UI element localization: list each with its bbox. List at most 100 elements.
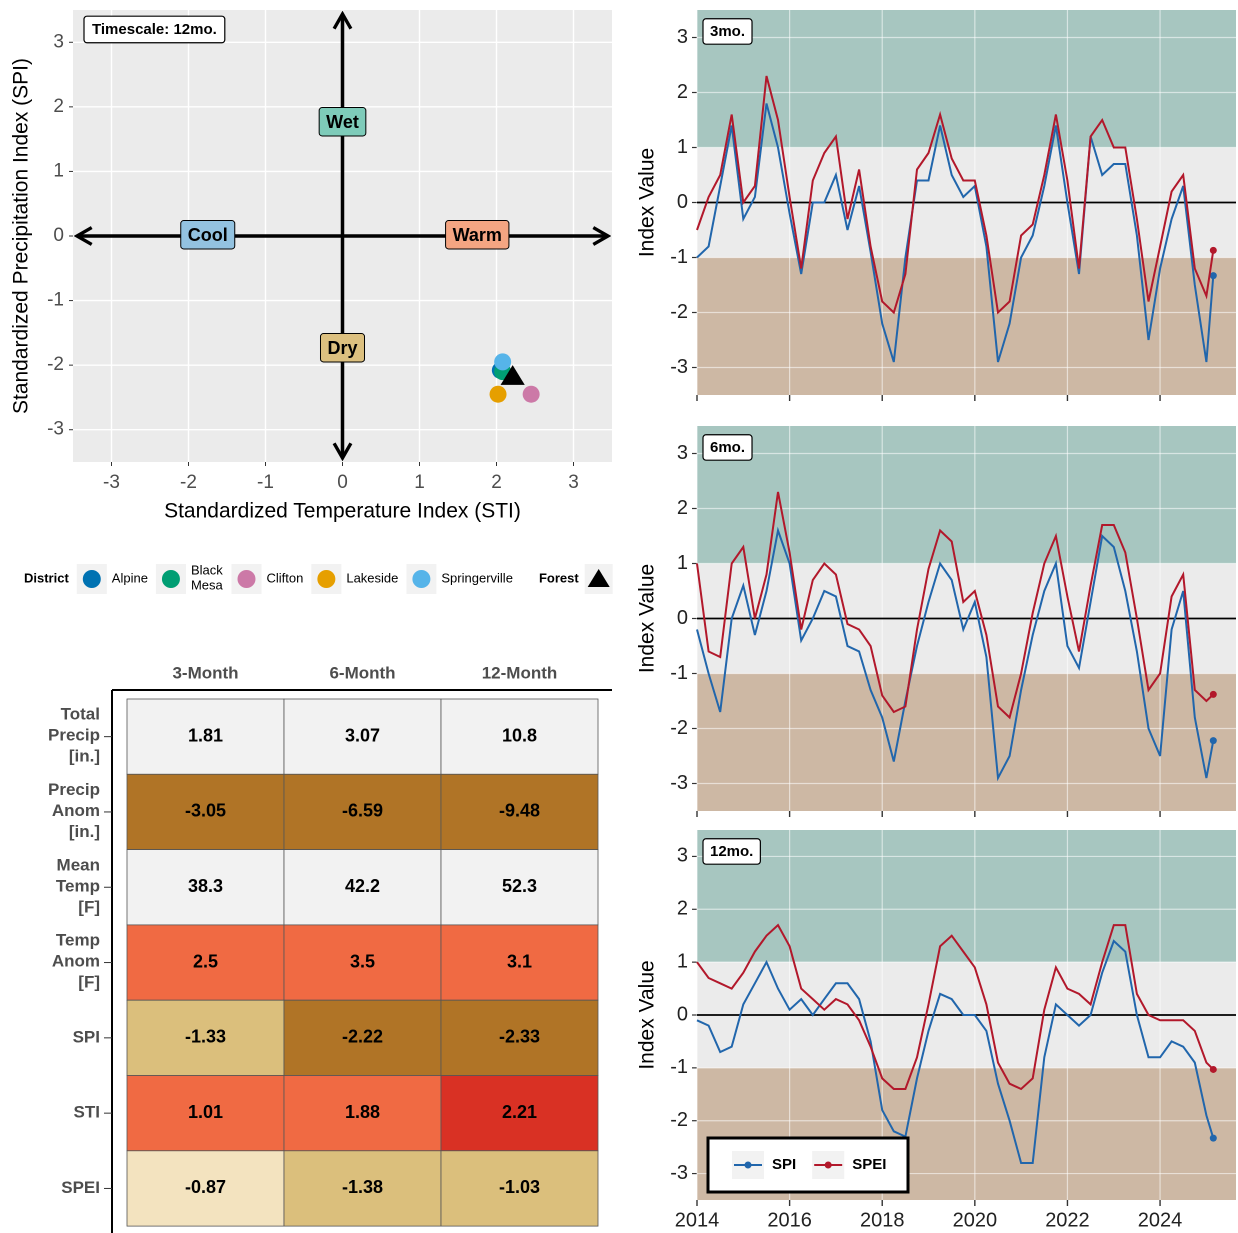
x-tick-label: 2022	[1045, 1209, 1090, 1231]
y-tick-label: -3	[670, 356, 688, 378]
legend-label: SPEI	[852, 1156, 886, 1173]
y-tick-label: -2	[670, 1109, 688, 1131]
band	[697, 673, 1236, 811]
quadrant-label: Cool	[188, 225, 228, 245]
cell-value: 2.21	[502, 1102, 537, 1122]
annotation-box	[83, 15, 226, 44]
table-cell	[283, 698, 442, 775]
table-cell	[283, 999, 442, 1076]
cell-value: 10.8	[502, 725, 537, 745]
y-tick-label: -1	[670, 246, 688, 268]
cell-value: -2.33	[499, 1027, 540, 1047]
y-tick-label: 0	[677, 607, 688, 629]
table-cell	[126, 1150, 285, 1227]
y-tick-label: -1	[47, 290, 64, 311]
y-tick-label: -2	[47, 354, 64, 375]
table-cell	[283, 849, 442, 926]
end-marker	[1209, 1065, 1217, 1073]
x-axis-title: Standardized Temperature Index (STI)	[164, 500, 521, 523]
series-line	[696, 75, 1215, 315]
y-tick-label: -3	[47, 419, 64, 440]
y-axis-title: Index Value	[636, 960, 659, 1069]
end-marker	[1209, 272, 1217, 280]
legend-swatch	[744, 1161, 752, 1169]
legend-swatch	[317, 570, 336, 588]
series-line	[696, 526, 1215, 782]
point	[522, 385, 540, 403]
row-label: STI	[74, 1103, 100, 1122]
table-cell	[126, 773, 285, 850]
y-tick-label: 0	[53, 225, 64, 246]
x-tick-label: 3	[568, 472, 579, 493]
legend-title: District	[24, 570, 69, 585]
table-cell	[440, 1150, 599, 1227]
cell-value: -0.87	[185, 1177, 226, 1197]
y-tick-label: 2	[53, 96, 64, 117]
y-tick-label: 3	[53, 31, 64, 52]
legend-swatch	[587, 569, 610, 587]
x-tick-label: 1	[414, 472, 425, 493]
table-cell	[283, 924, 442, 1001]
panel-label: 12mo.	[710, 843, 753, 860]
y-tick-label: 1	[677, 136, 688, 158]
quadrant-label-box	[180, 220, 236, 250]
x-tick-label: 0	[337, 472, 348, 493]
legend-swatch	[161, 570, 180, 588]
series-line	[696, 939, 1215, 1164]
x-tick-label: 2020	[953, 1209, 998, 1231]
cell-value: -3.05	[185, 801, 226, 821]
x-tick-label: 2	[491, 472, 502, 493]
y-tick-label: 0	[677, 191, 688, 213]
y-tick-label: -2	[670, 301, 688, 323]
annotation: Timescale: 12mo.	[92, 21, 217, 38]
row-label: Temp Anom [F]	[52, 931, 100, 992]
band	[697, 830, 1236, 963]
point	[494, 353, 512, 371]
legend-swatch	[82, 570, 101, 588]
cell-value: 38.3	[188, 876, 223, 896]
end-marker	[1209, 690, 1217, 698]
y-tick-label: -2	[670, 717, 688, 739]
y-tick-label: -1	[670, 662, 688, 684]
y-axis-title: Standardized Precipitation Index (SPI)	[10, 58, 33, 414]
end-marker	[1209, 737, 1217, 745]
y-tick-label: 1	[677, 552, 688, 574]
cell-value: 42.2	[345, 876, 380, 896]
panel-label: 3mo.	[710, 23, 745, 40]
cell-value: 1.81	[188, 725, 223, 745]
series-line	[696, 923, 1215, 1091]
quadrant-label-box	[318, 107, 367, 137]
row-label: SPI	[73, 1027, 100, 1046]
band	[697, 257, 1236, 395]
cell-value: -1.03	[499, 1177, 540, 1197]
quadrant-label: Dry	[327, 338, 357, 358]
panel-label-box	[702, 18, 753, 45]
quadrant-label-box	[445, 220, 510, 250]
legend-label: Alpine	[112, 570, 148, 585]
y-tick-label: 2	[677, 898, 688, 920]
y-tick-label: -3	[670, 772, 688, 794]
x-tick-label: -3	[103, 472, 120, 493]
x-tick-label: 2014	[675, 1209, 720, 1231]
legend-label: Clifton	[266, 570, 303, 585]
y-tick-label: -1	[670, 1056, 688, 1078]
panel-label-box	[702, 434, 753, 461]
y-tick-label: 2	[677, 81, 688, 103]
legend-box	[706, 1136, 910, 1194]
table-cell	[126, 924, 285, 1001]
table-cell	[440, 999, 599, 1076]
table-cell	[440, 849, 599, 926]
table-cell	[283, 1075, 442, 1152]
legend-swatch	[237, 570, 256, 588]
x-tick-label: 2024	[1138, 1209, 1183, 1231]
cell-value: -9.48	[499, 801, 540, 821]
end-marker	[1209, 246, 1217, 254]
row-label: Mean Temp [F]	[56, 856, 100, 917]
cell-value: -6.59	[342, 801, 383, 821]
cell-value: 3.1	[507, 951, 532, 971]
row-label: Precip Anom [in.]	[48, 780, 100, 841]
cell-value: -1.38	[342, 1177, 383, 1197]
y-tick-label: 3	[677, 845, 688, 867]
cell-value: -1.33	[185, 1027, 226, 1047]
